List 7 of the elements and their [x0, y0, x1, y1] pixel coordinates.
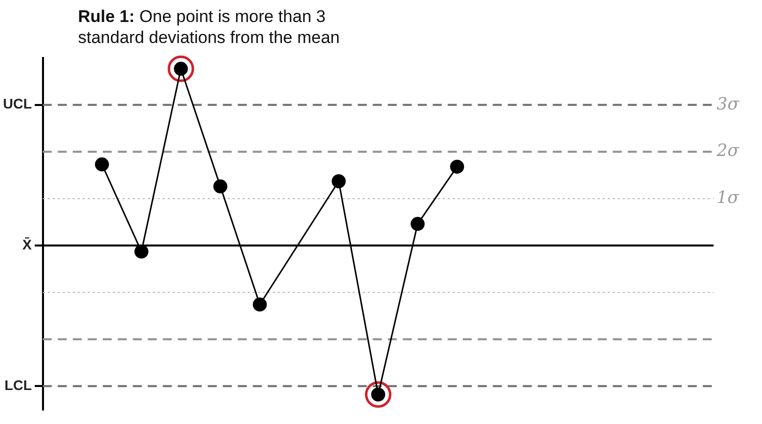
y-tick-label: 1σ: [716, 188, 740, 208]
ref-line-label: UCL: [2, 96, 32, 112]
ref-line-label: LCL: [4, 376, 32, 393]
y-tick-label: 2σ: [716, 141, 740, 162]
ref-line-label: X̄: [22, 236, 32, 252]
chart-title: Rule 1: One point is more than 3 standard deviations from the mean: [78, 7, 340, 47]
y-tick-label: 3σ: [716, 94, 740, 114]
